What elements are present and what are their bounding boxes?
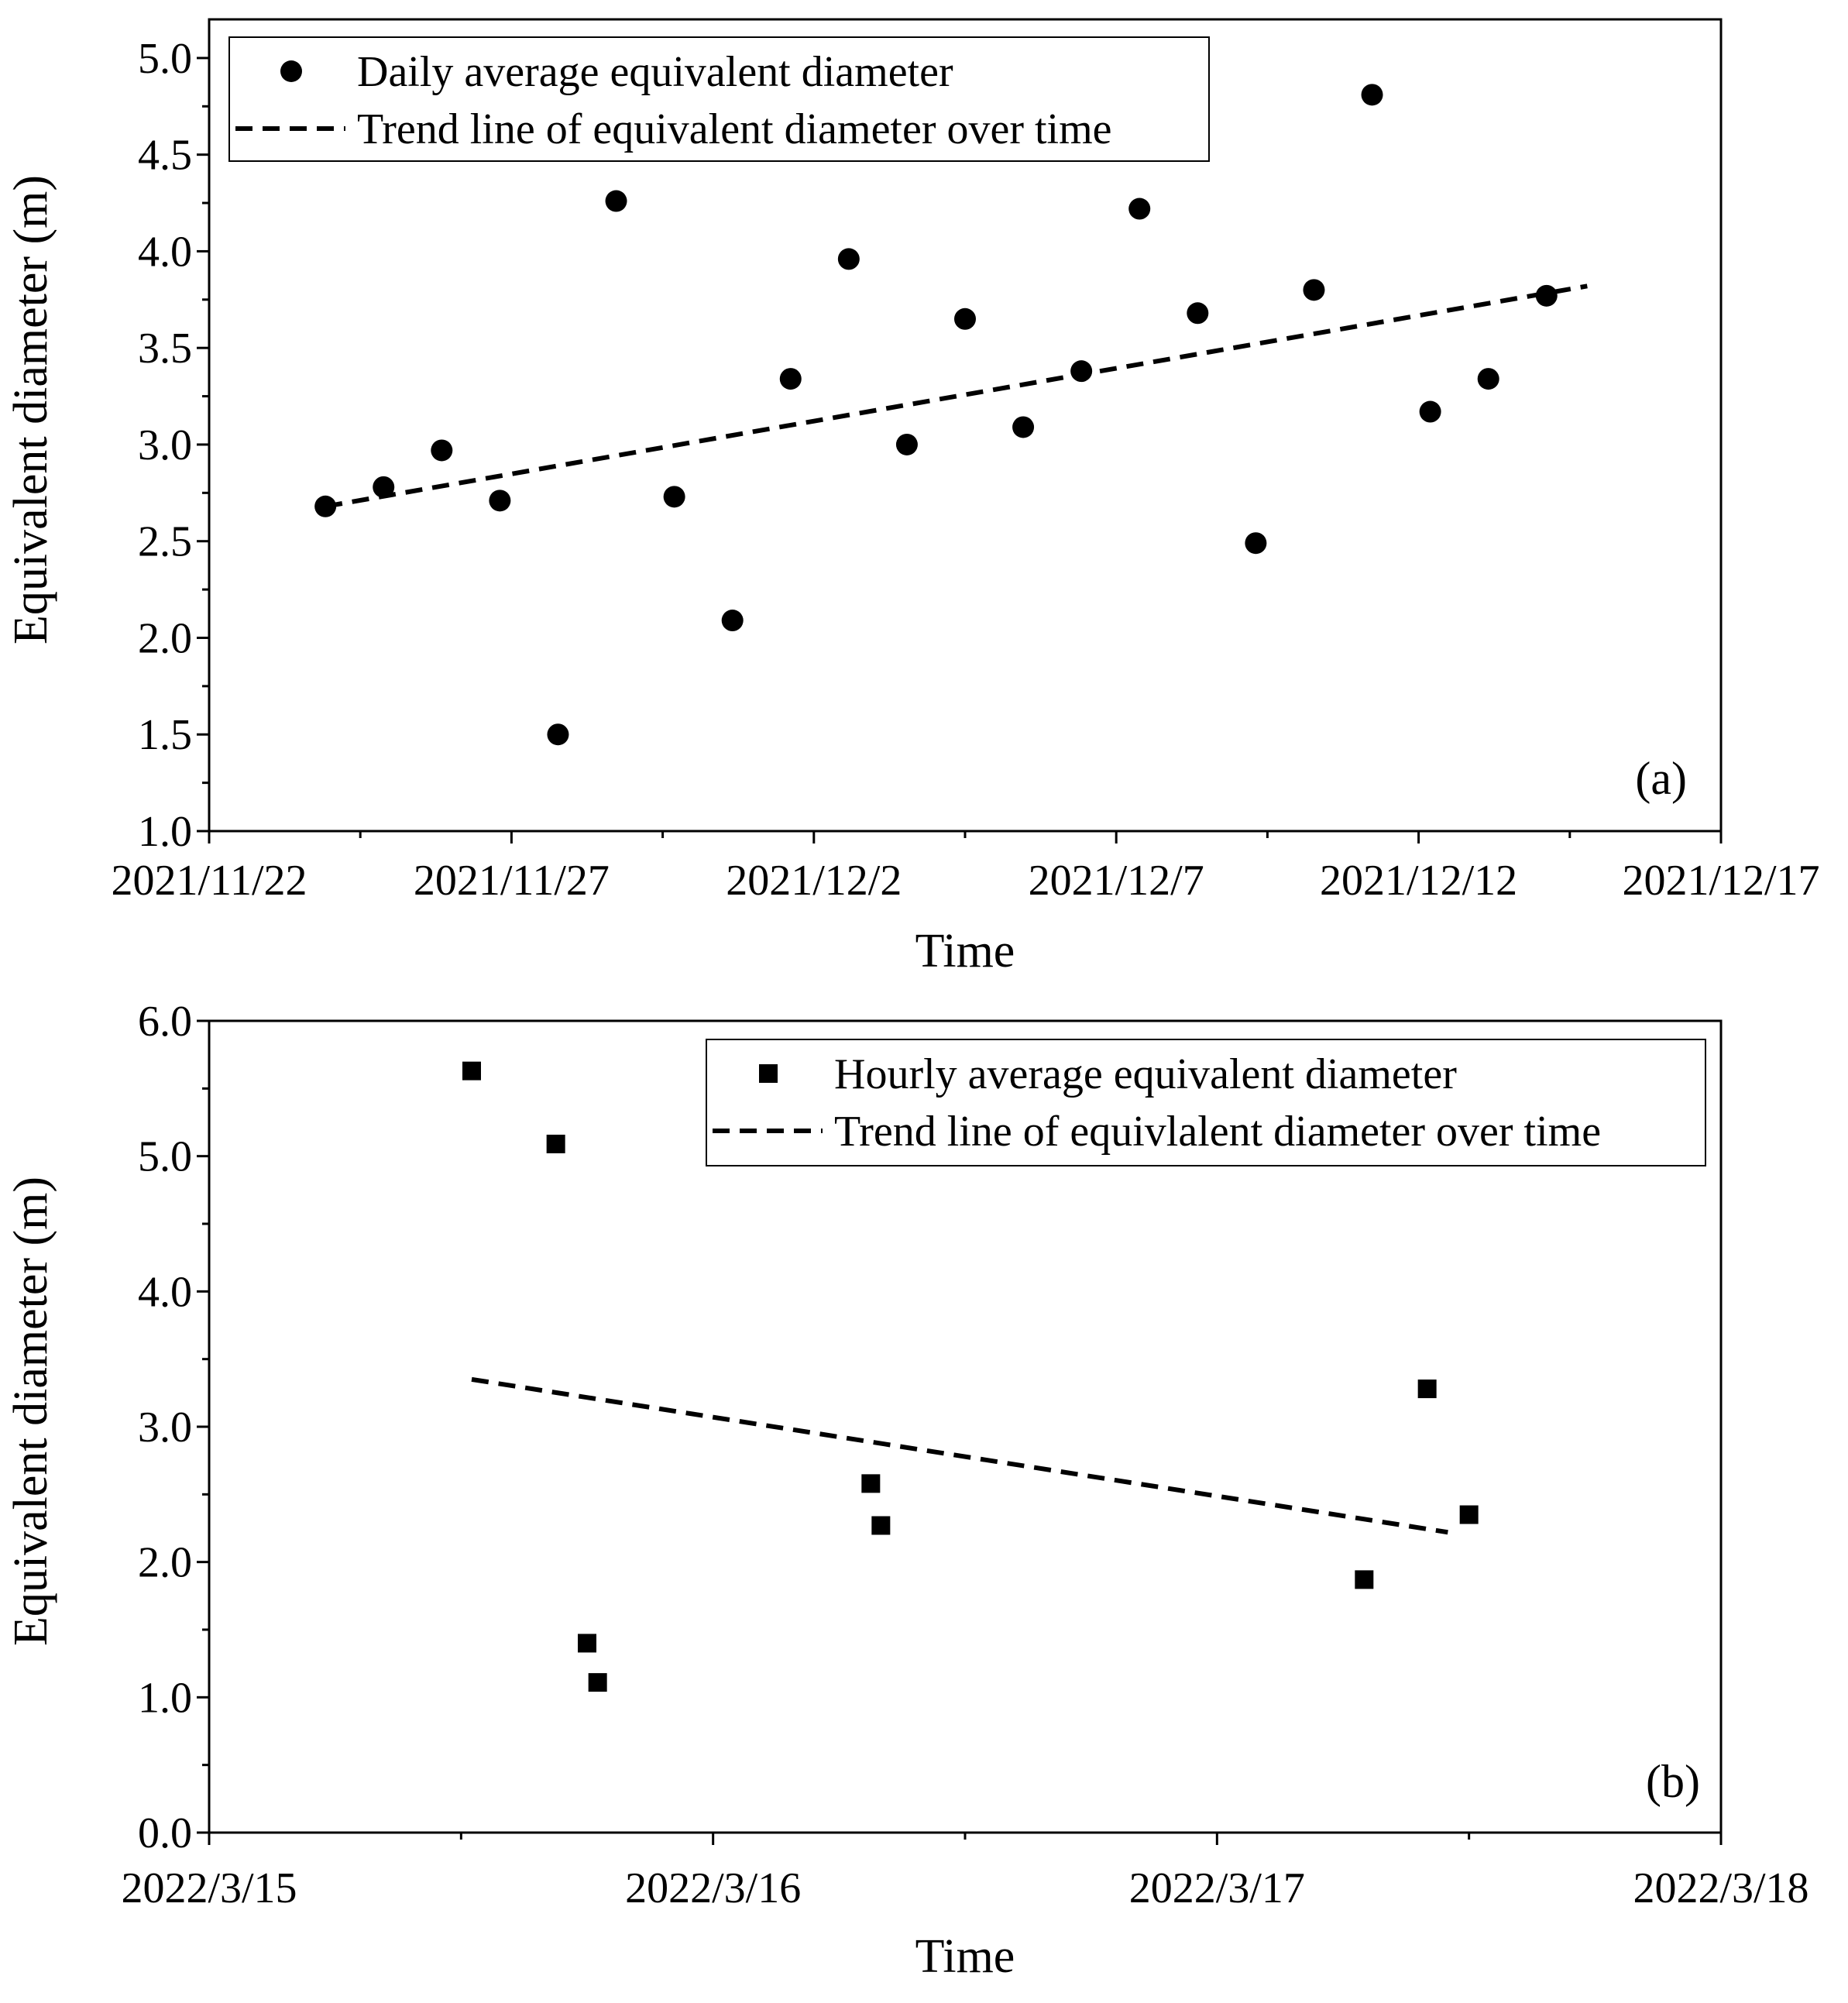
trend-line — [471, 1376, 1448, 1535]
y-tick-label: 0.0 — [138, 1809, 192, 1857]
y-tick-label: 1.0 — [138, 1674, 192, 1722]
data-point — [1361, 84, 1383, 106]
legend-entry-trend: Trend line of equivalent diameter over t… — [357, 105, 1112, 153]
y-tick-label: 5.0 — [138, 35, 192, 83]
data-point — [779, 368, 802, 390]
legend-entry-points: Daily average equivalent diameter — [357, 48, 953, 96]
x-tick-label: 2021/11/22 — [111, 857, 307, 905]
data-point — [1535, 284, 1558, 307]
y-tick-label: 4.0 — [138, 228, 192, 276]
data-point — [588, 1673, 607, 1692]
panel-label: (a) — [1635, 753, 1687, 804]
data-point — [1417, 1379, 1437, 1399]
y-tick-label: 1.0 — [138, 808, 192, 856]
x-tick-label: 2021/11/27 — [414, 857, 610, 905]
data-point — [721, 610, 744, 632]
x-tick-label: 2022/3/18 — [1633, 1864, 1808, 1912]
y-tick-label: 6.0 — [138, 998, 192, 1046]
x-tick-label: 2021/12/17 — [1622, 857, 1819, 905]
axis-ticks — [197, 57, 1723, 843]
legend-box — [228, 36, 1210, 162]
data-point — [1128, 198, 1151, 220]
legend-marker-square — [759, 1064, 778, 1083]
data-point — [546, 1134, 565, 1153]
data-point — [1303, 279, 1325, 301]
y-tick-label: 2.5 — [138, 518, 192, 566]
data-point — [462, 1061, 481, 1081]
y-tick-label: 3.0 — [138, 421, 192, 469]
data-point — [861, 1474, 881, 1493]
legend-marker-circle — [280, 60, 302, 82]
data-point — [314, 495, 337, 517]
y-axis-label: Equivalent diameter (m) — [5, 1177, 57, 1646]
panel-label: (b) — [1646, 1756, 1700, 1807]
legend-entry-points: Hourly average equivalent diameter — [834, 1050, 1457, 1098]
y-tick-label: 5.0 — [138, 1133, 192, 1181]
y-tick-labels: 0.0 1.0 2.0 3.0 4.0 5.0 6.0 — [138, 998, 192, 1857]
y-tick-label: 3.0 — [138, 1403, 192, 1452]
data-point — [489, 490, 511, 512]
x-tick-label: 2022/3/15 — [121, 1864, 297, 1912]
trend-line — [325, 283, 1588, 509]
data-point — [663, 486, 685, 508]
data-point — [1245, 532, 1267, 555]
x-tick-label: 2021/12/2 — [726, 857, 902, 905]
y-tick-label: 4.5 — [138, 132, 192, 180]
panel-a: 1.01.52.02.53.03.54.04.55.0 2021/11/22 20… — [5, 18, 1820, 977]
legend-box — [706, 1039, 1706, 1166]
x-axis-label: Time — [915, 925, 1015, 977]
x-tick-label: 2022/3/17 — [1129, 1864, 1305, 1912]
y-tick-label: 1.5 — [138, 711, 192, 759]
x-axis-label: Time — [915, 1930, 1015, 1983]
legend: Daily average equivalent diameter Trend … — [228, 36, 1210, 162]
data-point — [547, 723, 569, 746]
data-point — [895, 433, 918, 455]
data-point — [871, 1516, 891, 1535]
x-tick-label: 2021/12/12 — [1320, 857, 1517, 905]
y-tick-labels: 1.0 1.5 2.0 2.5 3.0 3.5 4.0 4.5 5.0 — [138, 35, 192, 856]
panel-b: 0.0 1.0 2.0 3.0 4.0 5.0 6.0 2022/3/15 2022/3/16… — [5, 998, 1809, 1983]
data-point — [373, 476, 395, 498]
data-point — [605, 190, 627, 212]
data-point — [1477, 368, 1499, 390]
y-axis-label: Equivalent diameter (m) — [5, 175, 57, 644]
data-point — [1355, 1570, 1374, 1589]
y-tick-label: 4.0 — [138, 1268, 192, 1316]
axis-ticks — [197, 1019, 1723, 1845]
legend-entry-trend: Trend line of equivlalent diameter over … — [834, 1108, 1601, 1156]
x-tick-label: 2021/12/7 — [1029, 857, 1204, 905]
data-point — [431, 439, 453, 462]
data-point — [1459, 1505, 1479, 1524]
data-point — [1419, 400, 1441, 423]
data-point — [1012, 416, 1035, 438]
y-tick-label: 2.0 — [138, 614, 192, 662]
data-points — [462, 1061, 1479, 1692]
data-point — [578, 1634, 596, 1653]
data-point — [837, 248, 860, 270]
data-point — [954, 307, 976, 330]
data-point — [1070, 360, 1093, 383]
x-tick-labels: 2021/11/22 2021/11/27 2021/12/2 2021/12/7 20… — [111, 857, 1819, 905]
x-tick-labels: 2022/3/15 2022/3/16 2022/3/17 2022/3/18 — [121, 1864, 1808, 1912]
legend: Hourly average equivalent diameter Trend… — [706, 1039, 1706, 1166]
y-tick-label: 2.0 — [138, 1539, 192, 1587]
data-points — [314, 84, 1558, 746]
data-point — [1187, 302, 1209, 325]
x-tick-label: 2022/3/16 — [625, 1864, 801, 1912]
y-tick-label: 3.5 — [138, 325, 192, 373]
